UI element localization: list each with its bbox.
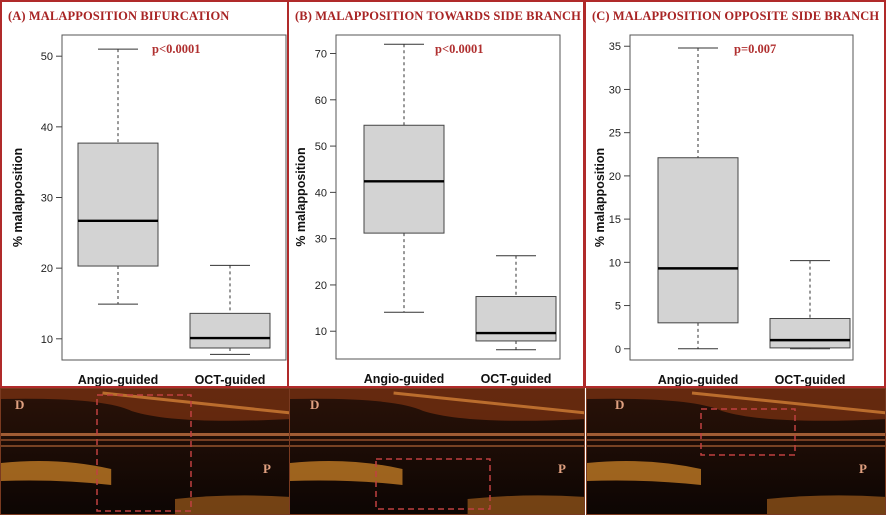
panel-c-title: (C) MALAPPOSITION OPPOSITE SIDE BRANCH bbox=[592, 9, 880, 23]
oct-strip-a: D P bbox=[0, 388, 290, 515]
vessel-wall-lower-right bbox=[175, 495, 289, 514]
box-angio-guided bbox=[363, 43, 445, 313]
y-axis-label: % malapposition bbox=[11, 148, 25, 247]
panel-b: (B) MALAPPOSITION TOWARDS SIDE BRANCH 10… bbox=[287, 0, 585, 388]
strip-a-distal-label: D bbox=[15, 397, 25, 412]
y-axis-label: % malapposition bbox=[294, 147, 308, 246]
x-category-label: Angio-guided bbox=[78, 373, 159, 386]
y-tick-label: 50 bbox=[315, 141, 327, 153]
vessel-wall-lower-right bbox=[467, 495, 584, 514]
y-tick-label: 10 bbox=[609, 257, 621, 269]
y-tick-label: 40 bbox=[315, 187, 327, 199]
strip-c-distal-label: D bbox=[615, 397, 625, 412]
y-tick-label: 20 bbox=[41, 263, 53, 275]
y-tick-label: 20 bbox=[315, 280, 327, 292]
stent-struts-upper bbox=[393, 391, 584, 415]
catheter-line bbox=[290, 433, 584, 436]
vessel-wall-lower bbox=[290, 461, 403, 485]
y-tick-label: 30 bbox=[609, 84, 621, 96]
panel-b-title: (B) MALAPPOSITION TOWARDS SIDE BRANCH bbox=[295, 9, 581, 23]
panel-a: (A) MALAPPOSITION BIFURCATION 10 20 30 40 50… bbox=[0, 0, 290, 388]
iqr-box bbox=[657, 157, 739, 324]
catheter-line bbox=[1, 433, 289, 436]
y-tick-label: 10 bbox=[315, 326, 327, 338]
vessel-wall-lower bbox=[1, 461, 112, 485]
y-axis-label: % malapposition bbox=[593, 148, 607, 247]
y-tick-label: 30 bbox=[315, 234, 327, 246]
vessel-wall-upper bbox=[1, 389, 289, 421]
y-tick-label: 10 bbox=[41, 334, 53, 346]
x-category-label: OCT-guided bbox=[481, 372, 552, 386]
x-category-label: Angio-guided bbox=[364, 372, 445, 386]
y-tick-label: 50 bbox=[41, 51, 53, 63]
vessel-wall-lower-right bbox=[767, 495, 885, 514]
y-tick-label: 40 bbox=[41, 122, 53, 134]
box-oct-guided bbox=[189, 264, 271, 355]
plot-frame bbox=[335, 34, 561, 360]
iqr-box bbox=[189, 312, 271, 349]
y-tick-label: 20 bbox=[609, 171, 621, 183]
iqr-box bbox=[77, 142, 159, 267]
x-category-label: Angio-guided bbox=[658, 373, 739, 386]
box-angio-guided bbox=[657, 47, 739, 350]
oct-strip-b: D P bbox=[289, 388, 585, 515]
box-angio-guided bbox=[77, 48, 159, 305]
vessel-wall-upper bbox=[290, 389, 584, 421]
panel-a-boxplot: 10 20 30 40 50 % malapposition Angio-guided OCT… bbox=[11, 34, 287, 386]
iqr-box bbox=[769, 318, 851, 349]
strip-c-proximal-label: P bbox=[859, 461, 867, 476]
iqr-box bbox=[363, 124, 445, 234]
x-category-label: OCT-guided bbox=[775, 373, 846, 386]
strip-b-distal-label: D bbox=[310, 397, 320, 412]
iqr-box bbox=[475, 296, 557, 342]
catheter-line bbox=[587, 433, 885, 436]
p-value-annotation: p=0.007 bbox=[734, 42, 776, 56]
catheter-line bbox=[1, 445, 289, 447]
y-tick-label: 30 bbox=[41, 193, 53, 205]
p-value-annotation: p<0.0001 bbox=[152, 42, 200, 56]
oct-image-a bbox=[1, 389, 289, 514]
panel-b-boxplot: 10 20 30 40 50 60 70 % malapposition Angio-guide… bbox=[294, 34, 561, 386]
vessel-wall-lower bbox=[587, 461, 701, 485]
catheter-line bbox=[1, 439, 289, 441]
catheter-line bbox=[587, 445, 885, 447]
x-category-label: OCT-guided bbox=[195, 373, 266, 386]
region-of-interest bbox=[96, 394, 192, 512]
box-oct-guided bbox=[769, 260, 851, 350]
plot-frame bbox=[629, 34, 854, 361]
y-tick-label: 35 bbox=[609, 41, 621, 53]
stent-struts-upper bbox=[691, 391, 885, 415]
y-tick-label: 70 bbox=[315, 49, 327, 61]
panel-a-title: (A) MALAPPOSITION BIFURCATION bbox=[8, 9, 230, 23]
panel-c-boxplot: 0 5 10 15 20 25 30 35 % malapposition Angio-guide… bbox=[593, 34, 854, 386]
catheter-line bbox=[290, 445, 584, 447]
panel-c: (C) MALAPPOSITION OPPOSITE SIDE BRANCH 0… bbox=[584, 0, 886, 388]
y-tick-label: 0 bbox=[615, 344, 621, 356]
catheter-line bbox=[290, 439, 584, 441]
oct-image-c bbox=[587, 389, 885, 514]
region-of-interest bbox=[375, 458, 491, 510]
p-value-annotation: p<0.0001 bbox=[435, 42, 483, 56]
y-tick-label: 60 bbox=[315, 95, 327, 107]
y-tick-label: 25 bbox=[609, 128, 621, 140]
oct-strip-c: D P bbox=[586, 388, 886, 515]
y-tick-label: 15 bbox=[609, 214, 621, 226]
strip-b-proximal-label: P bbox=[558, 461, 566, 476]
y-tick-label: 5 bbox=[615, 301, 621, 313]
catheter-line bbox=[587, 439, 885, 441]
box-oct-guided bbox=[475, 255, 557, 351]
oct-image-b bbox=[290, 389, 584, 514]
vessel-wall-upper bbox=[587, 389, 885, 421]
strip-a-proximal-label: P bbox=[263, 461, 271, 476]
